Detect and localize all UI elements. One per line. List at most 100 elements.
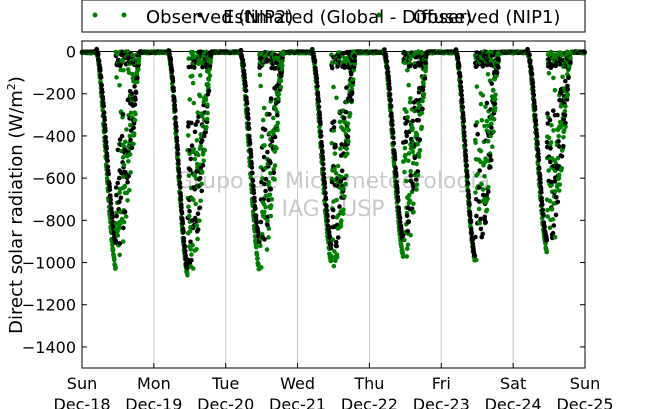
point-nip2 (267, 192, 273, 198)
legend[interactable]: Observed (NIP2) Estimated (Global - Diff… (81, 0, 586, 33)
point-estimated (553, 212, 559, 218)
point-estimated (201, 102, 206, 108)
y-tick-label: −400 (32, 127, 76, 146)
point-nip2 (565, 92, 570, 98)
point-nip1 (549, 122, 554, 128)
point-nip2 (117, 190, 122, 196)
point-estimated (197, 175, 203, 181)
point-nip2 (120, 155, 126, 160)
point-nip2 (330, 237, 336, 242)
point-nip2 (186, 213, 192, 219)
point-estimated (243, 83, 248, 89)
point-nip2 (334, 254, 340, 260)
point-nip2 (545, 207, 550, 213)
point-estimated (474, 213, 479, 219)
point-nip2 (338, 223, 344, 229)
point-nip1 (261, 105, 267, 111)
point-nip2 (406, 192, 412, 198)
point-nip2 (254, 252, 260, 257)
point-nip1 (124, 127, 129, 132)
point-estimated (387, 91, 393, 97)
point-nip1 (411, 201, 416, 207)
point-nip2 (125, 198, 130, 203)
point-estimated (267, 112, 272, 117)
point-nip1 (257, 72, 263, 78)
point-estimated (135, 75, 140, 81)
point-estimated (189, 120, 194, 126)
point-nip1 (345, 151, 350, 156)
point-estimated (477, 168, 483, 173)
point-estimated (257, 239, 262, 245)
point-estimated (180, 221, 186, 226)
point-nip1 (266, 180, 272, 185)
point-estimated (252, 198, 257, 204)
point-estimated (173, 108, 178, 113)
point-estimated (251, 183, 256, 189)
point-estimated (462, 138, 468, 144)
point-estimated (99, 83, 104, 88)
point-nip2 (116, 225, 122, 231)
point-nip2 (340, 211, 346, 216)
point-nip2 (414, 133, 420, 138)
point-estimated (110, 215, 115, 221)
point-nip2 (546, 168, 551, 173)
point-estimated (268, 186, 274, 192)
point-estimated (424, 50, 430, 56)
point-nip2 (552, 189, 558, 194)
point-estimated (117, 199, 122, 205)
x-tick-label-day: Sun (570, 374, 600, 393)
point-nip2 (121, 219, 127, 225)
y-axis: 0 −200 −400 −600 −800 −1000 −1200 −1400 (22, 43, 585, 357)
point-estimated (532, 107, 538, 112)
point-nip1 (485, 72, 491, 77)
point-nip2 (414, 187, 419, 192)
point-nip2 (417, 148, 423, 153)
point-estimated (458, 79, 464, 85)
point-estimated (414, 98, 419, 103)
x-tick-label-day: Fri (432, 374, 451, 393)
point-nip2 (268, 213, 274, 219)
point-estimated (467, 202, 472, 208)
point-estimated (117, 137, 123, 142)
point-estimated (334, 243, 340, 249)
point-estimated (534, 127, 539, 132)
point-estimated (115, 57, 121, 63)
point-estimated (561, 143, 566, 149)
point-nip2 (266, 226, 272, 231)
point-nip2 (264, 247, 270, 252)
point-estimated (483, 220, 489, 225)
point-nip1 (190, 242, 195, 248)
point-estimated (563, 78, 568, 84)
point-estimated (128, 137, 133, 143)
point-estimated (550, 230, 556, 236)
point-nip1 (414, 161, 419, 167)
point-estimated (199, 188, 204, 194)
point-estimated (468, 226, 474, 232)
point-nip2 (473, 140, 478, 145)
x-tick-label-date: Dec-21 (269, 395, 326, 409)
point-estimated (194, 168, 199, 174)
point-nip2 (110, 248, 116, 253)
point-estimated (326, 225, 332, 231)
point-nip2 (350, 77, 356, 82)
y-axis-label: Direct solar radiation (W/m2) (5, 76, 27, 334)
point-estimated (330, 207, 336, 213)
point-estimated (168, 57, 174, 62)
point-nip1 (560, 74, 565, 80)
point-estimated (461, 130, 467, 135)
point-estimated (104, 154, 110, 159)
point-nip2 (410, 125, 415, 131)
point-estimated (417, 137, 423, 142)
point-estimated (129, 91, 135, 96)
point-nip2 (118, 221, 123, 226)
point-estimated (551, 223, 557, 228)
point-estimated (477, 185, 482, 190)
point-estimated (465, 174, 470, 180)
point-estimated (262, 237, 267, 242)
point-nip2 (563, 104, 568, 109)
point-estimated (328, 242, 334, 248)
point-nip1 (562, 108, 568, 114)
point-estimated (178, 197, 184, 202)
point-estimated (333, 239, 339, 245)
point-nip2 (489, 121, 494, 127)
